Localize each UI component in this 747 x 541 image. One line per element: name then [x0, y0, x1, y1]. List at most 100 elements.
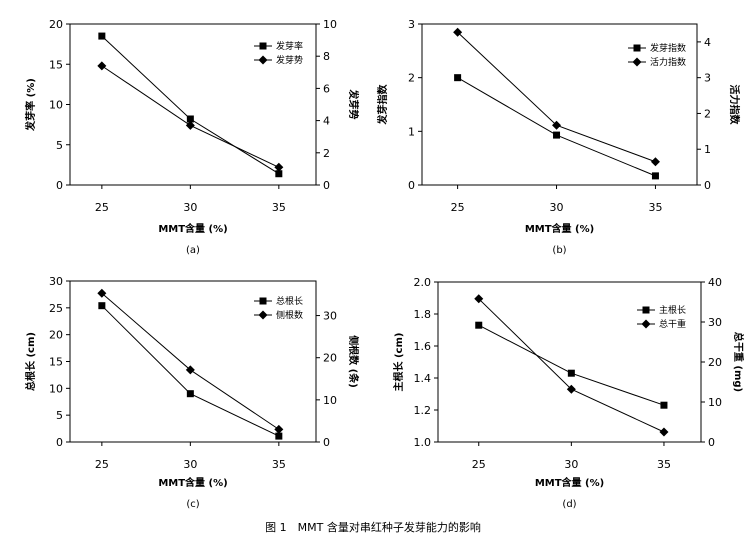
y2-axis-label: 活力指数: [728, 85, 741, 126]
y-tick-label: 1.4: [414, 372, 432, 385]
x-tick-label: 30: [183, 458, 197, 471]
y2-tick-label: 30: [323, 310, 337, 323]
y-tick-label: 0: [56, 436, 63, 449]
y2-tick-label: 2: [704, 107, 711, 120]
data-point-2: [474, 294, 484, 304]
x-tick-label: 30: [564, 458, 578, 471]
legend-entry: 发芽指数: [650, 42, 686, 54]
y-axis-label: 发芽指数: [376, 84, 389, 126]
y2-axis-label: 侧根数 (条): [347, 335, 360, 388]
y2-tick-label: 1: [704, 143, 711, 156]
data-point-1: [98, 302, 106, 310]
x-tick-label: 35: [272, 201, 286, 214]
y2-tick-label: 20: [708, 356, 722, 369]
chart-panel-4: 25 30 35 1.0 1.2 1.4 1.6 1.8 2.0 0 10 20 30 40 MMT含量 (…: [392, 276, 745, 510]
x-tick-label: 25: [472, 458, 486, 471]
data-point-1: [186, 390, 194, 398]
y-tick-label: 3: [408, 18, 415, 31]
y-tick-label: 1.8: [414, 308, 432, 321]
legend-entry: 侧根数: [276, 309, 303, 321]
y-axis-label: 主根长 (cm): [392, 333, 405, 392]
y2-tick-label: 0: [704, 179, 711, 192]
y-tick-label: 1.6: [414, 340, 432, 353]
series-line-2: [478, 298, 665, 433]
y-axis-label: 发芽率 (%): [24, 78, 37, 132]
x-tick-label: 25: [95, 201, 109, 214]
x-tick-label: 25: [451, 201, 465, 214]
y-tick-label: 20: [49, 18, 63, 31]
y-tick-label: 2.0: [414, 276, 432, 289]
x-axis-label: MMT含量 (%): [525, 222, 594, 235]
y2-tick-label: 0: [323, 436, 330, 449]
y-tick-label: 5: [56, 409, 63, 422]
y-tick-label: 10: [49, 382, 63, 395]
legend-marker: [632, 57, 642, 67]
y-tick-label: 1.0: [414, 436, 432, 449]
data-point-2: [97, 288, 107, 298]
legend-marker: [259, 42, 267, 50]
y-tick-label: 2: [408, 72, 415, 85]
data-point-2: [552, 120, 562, 130]
x-tick-label: 30: [550, 201, 564, 214]
legend-marker: [633, 44, 641, 52]
y-tick-label: 15: [49, 356, 63, 369]
data-point-1: [567, 369, 575, 377]
y2-tick-label: 4: [323, 115, 330, 128]
y-axis-label: 总根长 (cm): [24, 332, 37, 391]
x-tick-label: 35: [657, 458, 671, 471]
panel-label: (b): [552, 245, 566, 256]
legend-entry: 活力指数: [650, 56, 686, 68]
x-tick-label: 35: [272, 458, 286, 471]
x-tick-label: 30: [183, 201, 197, 214]
y2-tick-label: 40: [708, 276, 722, 289]
y2-axis-label: 发芽势: [347, 89, 360, 120]
y2-tick-label: 0: [708, 436, 715, 449]
chart-panel-3: 25 30 35 0 5 10 15 20 25 30 0 10 20 30 MMT含量 (%) 总根长 (c…: [24, 275, 360, 510]
series-line-2: [101, 292, 280, 430]
legend-marker: [258, 55, 268, 65]
legend-entry: 总根长: [276, 295, 303, 307]
y2-axis-label: 总干重 (mg): [732, 332, 745, 392]
y-tick-label: 25: [49, 302, 63, 315]
figure-caption: 图 1 MMT 含量对串红种子发芽能力的影响: [265, 520, 481, 534]
x-axis-label: MMT含量 (%): [158, 476, 227, 489]
y2-tick-label: 10: [323, 18, 337, 31]
data-point-1: [553, 131, 561, 139]
panel-label: (c): [186, 499, 199, 510]
data-point-1: [660, 401, 668, 409]
legend-entry: 发芽率: [276, 40, 303, 52]
data-point-2: [566, 384, 576, 394]
data-point-2: [274, 424, 284, 434]
legend-marker: [259, 297, 267, 305]
legend-entry: 发芽势: [276, 54, 303, 66]
y2-tick-label: 6: [323, 82, 330, 95]
data-point-2: [97, 61, 107, 71]
y2-tick-label: 8: [323, 50, 330, 63]
data-point-2: [453, 27, 463, 37]
plot-frame: [421, 23, 698, 186]
x-axis-label: MMT含量 (%): [158, 222, 227, 235]
data-point-1: [186, 115, 194, 123]
data-point-2: [650, 157, 660, 167]
data-point-1: [475, 321, 483, 329]
data-point-1: [98, 32, 106, 40]
y2-tick-label: 30: [708, 316, 722, 329]
y2-tick-label: 10: [708, 396, 722, 409]
x-tick-label: 25: [95, 458, 109, 471]
x-tick-label: 35: [648, 201, 662, 214]
y-tick-label: 1: [408, 125, 415, 138]
data-point-1: [275, 170, 283, 178]
x-axis-label: MMT含量 (%): [535, 476, 604, 489]
y-tick-label: 5: [56, 139, 63, 152]
legend-marker: [641, 319, 651, 329]
y-tick-label: 0: [56, 179, 63, 192]
y-tick-label: 1.2: [414, 404, 432, 417]
legend-marker: [642, 306, 650, 314]
y2-tick-label: 10: [323, 394, 337, 407]
y-tick-label: 30: [49, 275, 63, 288]
y2-tick-label: 3: [704, 72, 711, 85]
data-point-1: [651, 172, 659, 180]
y2-tick-label: 2: [323, 147, 330, 160]
